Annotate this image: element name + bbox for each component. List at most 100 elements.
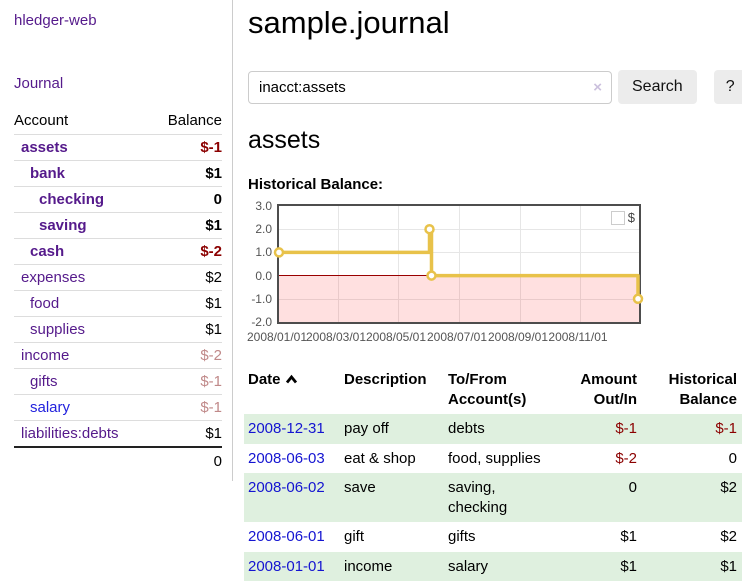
account-link-expenses[interactable]: expenses xyxy=(21,269,86,286)
gridline xyxy=(398,206,399,322)
x-tick-label: 2008/01/01 xyxy=(246,330,308,344)
account-balance: $1 xyxy=(150,160,222,187)
account-balance: $-1 xyxy=(150,134,222,161)
txn-description: save xyxy=(340,473,444,522)
txn-amount: $-1 xyxy=(560,414,645,444)
gridline xyxy=(520,206,521,322)
account-row: supplies $1 xyxy=(14,316,222,343)
txn-description: gift xyxy=(344,528,365,545)
app-title-link[interactable]: hledger-web xyxy=(14,12,97,29)
balance-series xyxy=(273,223,644,305)
x-tick-label: 2008/09/01 xyxy=(487,330,549,344)
account-link-salary[interactable]: salary xyxy=(30,399,71,416)
y-tick-label: 1.0 xyxy=(255,245,272,259)
txn-amount: 0 xyxy=(560,473,645,522)
txn-description: pay off xyxy=(340,414,444,444)
account-link-gifts[interactable]: gifts xyxy=(30,373,58,390)
account-row: food $1 xyxy=(14,290,222,317)
sidebar: hledger-web Journal Account Balance asse… xyxy=(0,0,233,481)
txn-date-link[interactable]: 2008-06-02 xyxy=(248,479,325,496)
account-balance: $1 xyxy=(150,420,222,448)
account-row: expenses $2 xyxy=(14,264,222,291)
account-link-liabilities-debts[interactable]: liabilities:debts xyxy=(21,425,119,442)
sidebar-item-journal[interactable]: Journal xyxy=(14,75,64,92)
txn-balance: $2 xyxy=(645,473,742,522)
help-button[interactable]: ? xyxy=(713,70,742,104)
legend-swatch-icon xyxy=(610,210,625,225)
account-link-supplies[interactable]: supplies xyxy=(30,321,86,338)
y-tick-label: 0.0 xyxy=(255,269,272,283)
account-row: gifts $-1 xyxy=(14,368,222,395)
txn-balance: 0 xyxy=(728,449,737,467)
register-row: 2008-06-02 save saving, checking 0 $2 xyxy=(244,473,742,522)
account-balance: $1 xyxy=(150,316,222,343)
search-input[interactable] xyxy=(248,70,612,104)
txn-description: income xyxy=(340,551,444,581)
account-balance: $1 xyxy=(150,290,222,317)
negative-region xyxy=(279,276,639,322)
gridline xyxy=(580,206,581,322)
account-link-income[interactable]: income xyxy=(21,347,70,364)
txn-amount: $-2 xyxy=(615,449,637,467)
x-tick-label: 2008/07/01 xyxy=(426,330,488,344)
txn-accounts: debts xyxy=(444,414,560,444)
txn-date-link[interactable]: 2008-12-31 xyxy=(248,420,325,437)
x-tick-label: 2008/11/01 xyxy=(548,330,608,344)
data-point xyxy=(273,247,285,258)
txn-accounts: food, supplies xyxy=(448,449,541,467)
txn-date-link[interactable]: 2008-06-03 xyxy=(248,449,325,467)
register-row: 2008-06-03 eat & shop food, supplies $-2… xyxy=(244,444,742,474)
account-link-cash[interactable]: cash xyxy=(30,243,65,260)
register-header-row: Date Description To/From Account(s) Amou… xyxy=(244,365,742,414)
account-row: assets $-1 xyxy=(14,134,222,161)
account-link-saving[interactable]: saving xyxy=(39,217,87,234)
account-link-assets[interactable]: assets xyxy=(21,139,68,156)
clear-search-icon[interactable]: × xyxy=(593,78,602,96)
txn-accounts: gifts xyxy=(448,528,476,545)
col-header-amount: Amount Out/In xyxy=(580,371,637,408)
account-balance: $-1 xyxy=(150,368,222,395)
account-link-food[interactable]: food xyxy=(30,295,60,312)
y-tick-label: -2.0 xyxy=(251,315,272,329)
y-tick-label: 3.0 xyxy=(255,199,272,213)
search-button[interactable]: Search xyxy=(618,70,697,104)
col-header-date[interactable]: Date xyxy=(244,365,340,414)
col-header-date-label: Date xyxy=(248,371,281,388)
sort-ascending-icon xyxy=(285,371,298,391)
historical-balance-chart: 3.0 2.0 1.0 0.0 -1.0 -2.0 xyxy=(244,199,742,346)
data-point xyxy=(426,270,437,281)
txn-date-link[interactable]: 2008-06-01 xyxy=(248,528,325,545)
chart-title: Historical Balance: xyxy=(248,176,384,193)
chart-legend: $ xyxy=(610,210,635,225)
account-row: saving $1 xyxy=(14,212,222,239)
y-tick-label: 2.0 xyxy=(255,222,272,236)
accounts-table: Account Balance assets $-1 bank $1 checkin… xyxy=(14,109,222,475)
account-link-checking[interactable]: checking xyxy=(39,191,105,208)
data-point xyxy=(424,223,435,235)
search-form: × Search ? xyxy=(248,70,742,104)
col-header-accounts: To/From Account(s) xyxy=(448,371,527,408)
y-tick-label: -1.0 xyxy=(251,292,272,306)
account-row: cash $-2 xyxy=(14,238,222,265)
legend-label: $ xyxy=(627,210,635,225)
account-row: income $-2 xyxy=(14,342,222,369)
account-link-bank[interactable]: bank xyxy=(30,165,66,182)
account-balance: $-1 xyxy=(150,394,222,421)
accounts-total: 0 xyxy=(150,446,222,475)
x-tick-label: 2008/05/01 xyxy=(365,330,427,344)
txn-date-link[interactable]: 2008-01-01 xyxy=(248,557,325,575)
txn-balance: $2 xyxy=(720,528,737,545)
register-row: 2008-12-31 pay off debts $-1 $-1 xyxy=(244,414,742,444)
gridline xyxy=(279,229,639,230)
x-tick-label: 2008/03/01 xyxy=(305,330,367,344)
txn-amount: $1 xyxy=(560,551,645,581)
col-header-description: Description xyxy=(344,371,427,388)
txn-accounts: saving, checking xyxy=(444,473,560,522)
main-content: sample.journal × Search ? assets Histori… xyxy=(244,0,742,581)
account-balance: $2 xyxy=(150,264,222,291)
account-balance: 0 xyxy=(150,186,222,213)
gridline xyxy=(279,299,639,300)
txn-description: eat & shop xyxy=(344,449,416,467)
gridline xyxy=(338,206,339,322)
